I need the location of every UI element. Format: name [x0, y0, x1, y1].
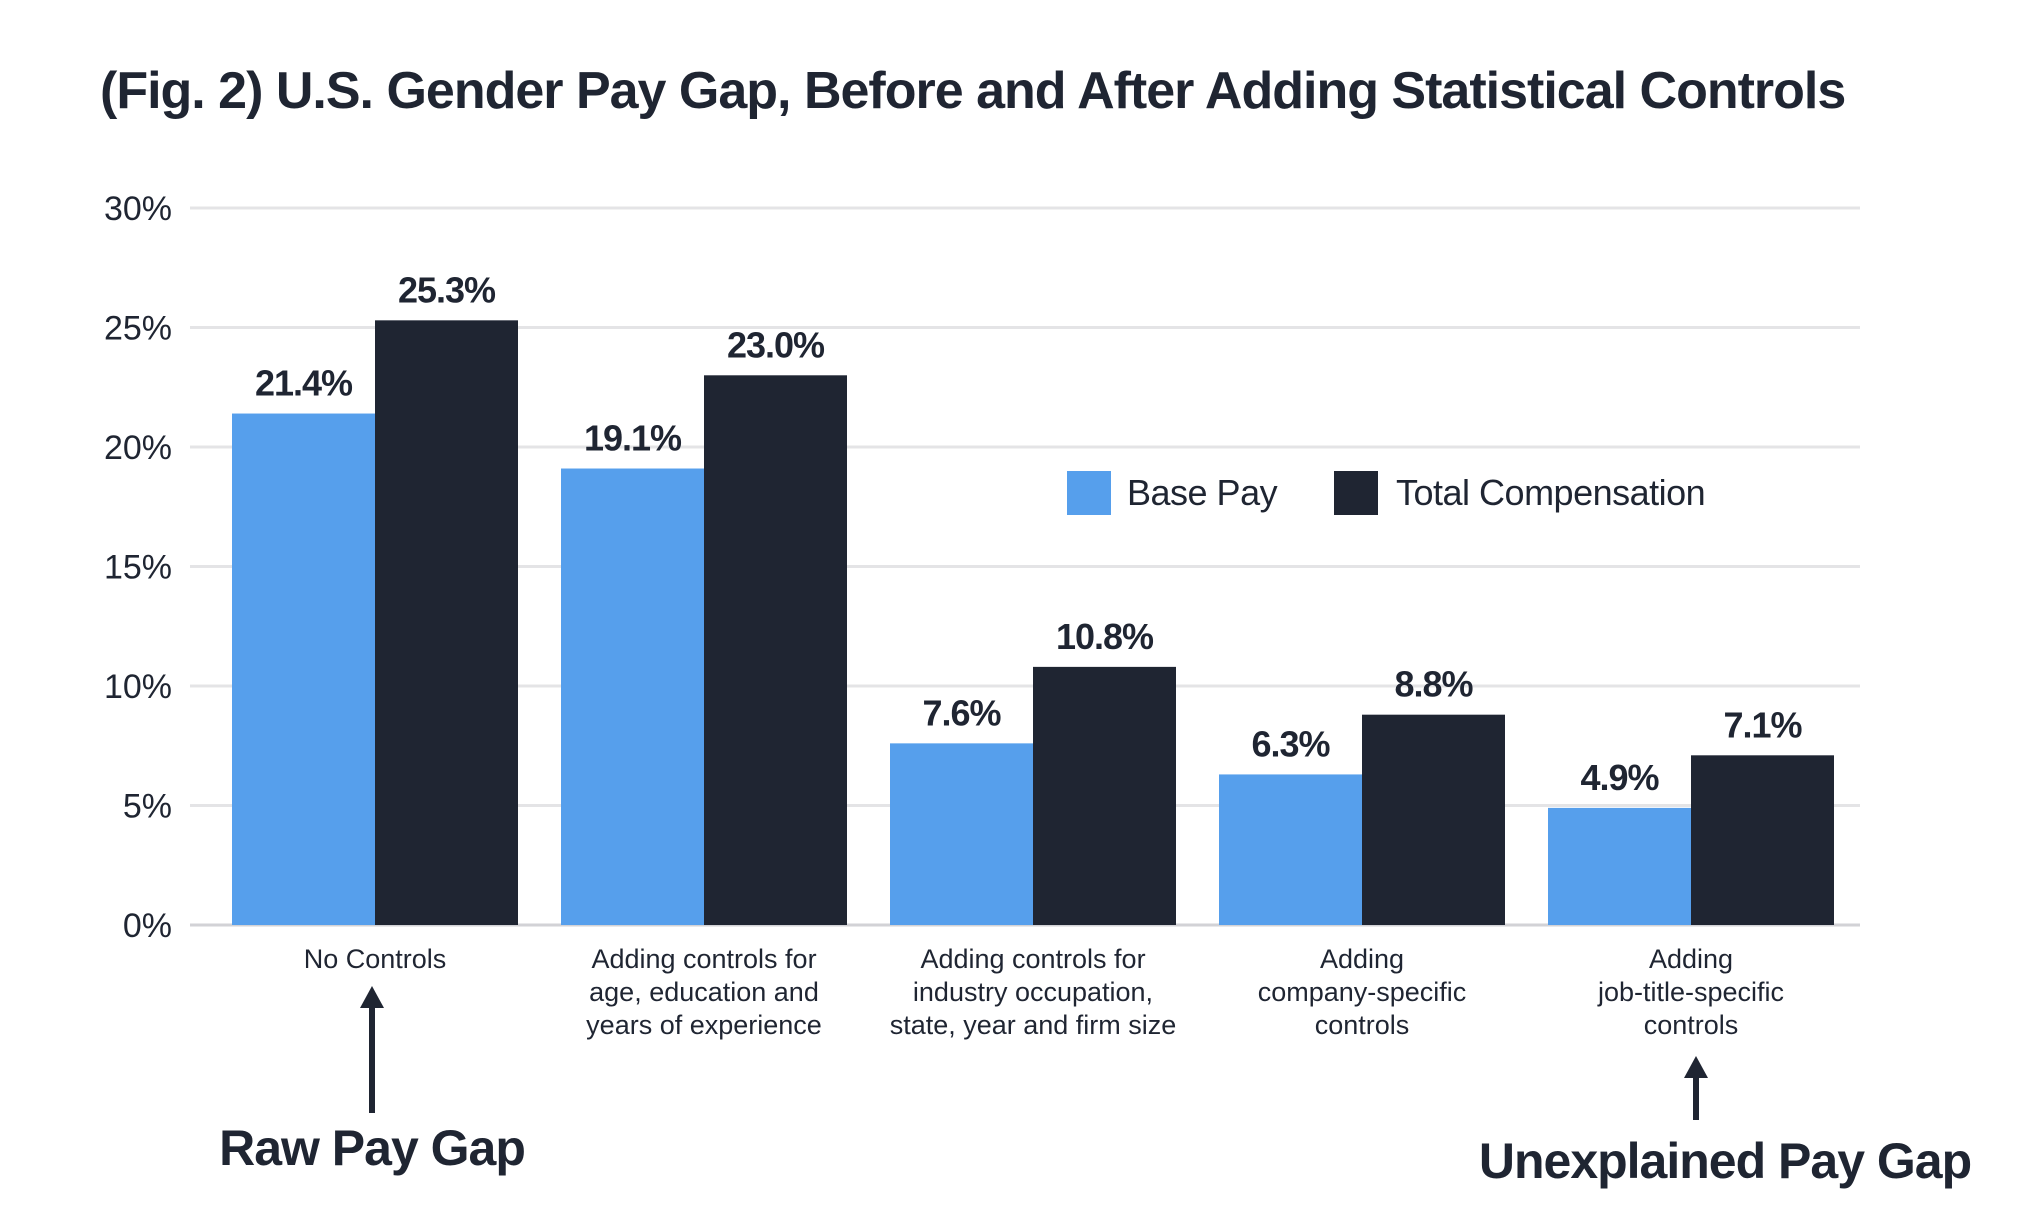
- y-axis-ticks: 0% 5% 10% 15% 20% 25% 30%: [104, 190, 172, 945]
- legend: Base Pay Total Compensation: [1067, 471, 1706, 515]
- category-label-line: job-title-specific: [1597, 977, 1784, 1007]
- bar-base-pay: [561, 468, 704, 925]
- y-tick-label: 25%: [104, 310, 172, 348]
- category-label-line: No Controls: [304, 944, 447, 974]
- legend-swatch-base-pay: [1067, 471, 1111, 515]
- bar-total-compensation: [1033, 666, 1176, 925]
- category-label-line: state, year and firm size: [890, 1010, 1177, 1040]
- category-label-line: industry occupation,: [913, 977, 1153, 1007]
- annotations: Raw Pay Gap Unexplained Pay Gap: [219, 986, 1972, 1189]
- legend-label-total-compensation: Total Compensation: [1396, 472, 1705, 513]
- legend-label-base-pay: Base Pay: [1127, 472, 1278, 513]
- data-label-total-compensation: 8.8%: [1394, 664, 1473, 705]
- data-label-total-compensation: 10.8%: [1056, 616, 1154, 657]
- category-label-line: company-specific: [1258, 977, 1467, 1007]
- category-label-line: years of experience: [586, 1010, 822, 1040]
- y-tick-label: 15%: [104, 549, 172, 587]
- annotation-raw-pay-gap: Raw Pay Gap: [219, 1120, 525, 1176]
- category-label-line: controls: [1315, 1010, 1410, 1040]
- arrowhead-unexplained-pay-gap: [1684, 1056, 1708, 1078]
- category-label-line: Adding: [1320, 944, 1404, 974]
- legend-swatch-total-compensation: [1334, 471, 1378, 515]
- data-label-base-pay: 21.4%: [255, 363, 353, 404]
- data-label-total-compensation: 23.0%: [727, 324, 825, 365]
- data-label-total-compensation: 25.3%: [398, 269, 496, 310]
- annotation-unexplained-pay-gap: Unexplained Pay Gap: [1479, 1133, 1971, 1189]
- y-tick-label: 20%: [104, 429, 172, 467]
- data-label-base-pay: 19.1%: [584, 418, 682, 459]
- category-label-line: controls: [1644, 1010, 1739, 1040]
- bar-total-compensation: [704, 375, 847, 925]
- data-label-base-pay: 4.9%: [1580, 757, 1659, 798]
- data-label-base-pay: 6.3%: [1251, 723, 1330, 764]
- bar-base-pay: [1219, 774, 1362, 925]
- bar-base-pay: [1548, 807, 1691, 925]
- y-tick-label: 30%: [104, 190, 172, 228]
- bar-total-compensation: [1691, 755, 1834, 925]
- bar-total-compensation: [375, 320, 518, 926]
- bar-total-compensation: [1362, 714, 1505, 925]
- category-label-line: Adding: [1649, 944, 1733, 974]
- bar-base-pay: [232, 413, 375, 925]
- data-label-base-pay: 7.6%: [922, 692, 1001, 733]
- y-tick-label: 5%: [123, 788, 172, 826]
- bar-base-pay: [890, 743, 1033, 925]
- arrowhead-raw-pay-gap: [360, 986, 384, 1008]
- data-label-total-compensation: 7.1%: [1723, 704, 1802, 745]
- data-labels: 21.4% 19.1% 7.6% 6.3% 4.9% 25.3% 23.0% 10.8% 8.8…: [255, 269, 1804, 798]
- bars: [232, 320, 1834, 926]
- category-label-line: Adding controls for: [591, 944, 816, 974]
- category-label: No Controls: [304, 944, 447, 974]
- category-label-line: Adding controls for: [920, 944, 1145, 974]
- chart-title: (Fig. 2) U.S. Gender Pay Gap, Before and…: [100, 62, 1845, 120]
- y-tick-label: 10%: [104, 668, 172, 706]
- category-label-line: age, education and: [589, 977, 819, 1007]
- y-tick-label: 0%: [123, 907, 172, 945]
